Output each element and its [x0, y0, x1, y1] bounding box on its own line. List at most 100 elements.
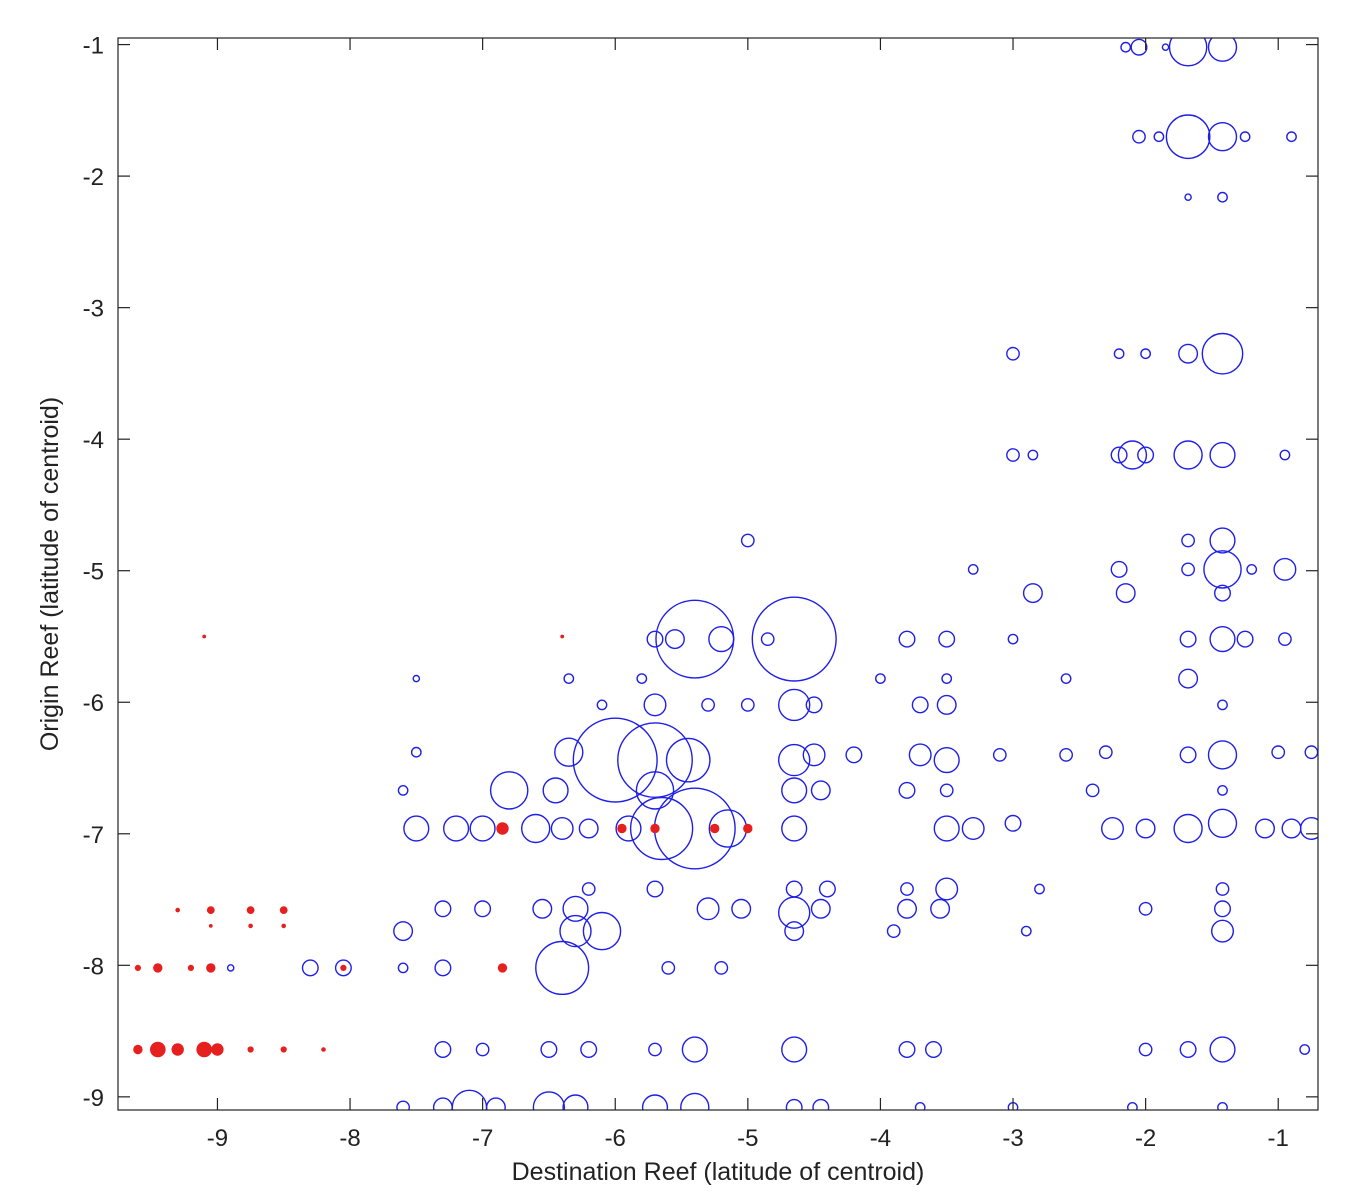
- blue-data-point: [432, 1097, 453, 1110]
- blue-data-point: [818, 880, 836, 898]
- blue-data-point: [781, 815, 808, 842]
- blue-data-point: [1210, 919, 1234, 943]
- blue-data-point: [1173, 813, 1203, 844]
- blue-data-point: [1209, 625, 1236, 653]
- blue-data-point: [1299, 817, 1318, 840]
- blue-data-point: [1201, 332, 1244, 375]
- blue-data-point: [933, 746, 960, 774]
- x-tick-label: -8: [339, 1125, 360, 1152]
- blue-data-point: [875, 673, 886, 684]
- blue-data-point: [641, 1094, 669, 1110]
- blue-data-point: [681, 1036, 708, 1063]
- blue-data-point: [740, 533, 755, 548]
- blue-data-point: [521, 813, 551, 844]
- red-data-point: [134, 964, 141, 972]
- blue-data-point: [532, 898, 553, 919]
- red-data-point: [248, 923, 253, 929]
- blue-data-point: [1286, 131, 1297, 143]
- blue-data-point: [714, 961, 729, 975]
- blue-data-point: [1213, 584, 1231, 602]
- blue-data-point: [898, 1040, 916, 1058]
- blue-data-point: [559, 914, 592, 948]
- y-tick-label: -1: [83, 33, 104, 60]
- blue-data-point: [580, 1040, 598, 1058]
- blue-data-point: [680, 1092, 710, 1110]
- blue-data-point: [751, 596, 837, 682]
- blue-data-point: [1006, 346, 1020, 361]
- blue-data-point: [1110, 560, 1128, 578]
- blue-data-point: [1178, 343, 1199, 364]
- data-marks-layer: [133, 38, 1318, 1110]
- blue-data-point: [1168, 38, 1208, 67]
- blue-data-point: [562, 895, 589, 922]
- blue-data-point: [1132, 129, 1146, 144]
- blue-data-point: [532, 1091, 566, 1110]
- blue-data-point: [812, 1098, 830, 1110]
- blue-data-point: [1140, 348, 1152, 360]
- blue-data-point: [635, 771, 675, 810]
- blue-data-point: [1184, 193, 1192, 201]
- blue-data-point: [908, 743, 932, 767]
- blue-data-point: [1138, 901, 1153, 916]
- blue-data-point: [1273, 557, 1297, 581]
- red-data-point: [208, 924, 213, 928]
- y-tick-label: -8: [83, 953, 104, 980]
- blue-data-point: [992, 748, 1007, 762]
- blue-data-point: [1207, 808, 1238, 838]
- blue-data-point: [646, 880, 664, 898]
- blue-data-point: [1130, 38, 1148, 56]
- red-data-point: [710, 823, 720, 834]
- blue-data-point: [554, 737, 584, 767]
- blue-data-point: [397, 785, 409, 796]
- blue-data-point: [648, 1042, 662, 1057]
- blue-data-point: [1027, 449, 1039, 461]
- blue-data-point: [1179, 1040, 1197, 1058]
- blue-data-point: [434, 1040, 452, 1058]
- blue-data-point: [1207, 740, 1238, 770]
- blue-data-point: [1254, 818, 1275, 839]
- red-data-point: [650, 823, 660, 834]
- blue-data-point: [1207, 121, 1238, 152]
- blue-data-point: [615, 815, 642, 842]
- x-tick-label: -4: [870, 1125, 891, 1152]
- blue-data-point: [805, 696, 823, 714]
- x-tick-label: -3: [1002, 1125, 1023, 1152]
- blue-data-point: [1138, 1042, 1153, 1057]
- y-tick-label: -2: [83, 164, 104, 191]
- red-data-point: [211, 1043, 224, 1056]
- blue-data-point: [898, 630, 916, 648]
- blue-data-point: [845, 746, 863, 764]
- blue-data-point: [542, 777, 569, 804]
- blue-data-point: [578, 818, 599, 839]
- blue-data-point: [646, 630, 664, 648]
- blue-data-point: [403, 815, 430, 842]
- y-tick-label: -4: [83, 427, 104, 454]
- blue-data-point: [572, 717, 658, 803]
- blue-data-point: [1161, 43, 1170, 52]
- blue-data-point: [1137, 446, 1155, 464]
- blue-data-point: [443, 815, 470, 842]
- blue-data-point: [802, 743, 826, 767]
- y-axis-label: Origin Reef (latitude of centroid): [36, 397, 64, 751]
- red-data-point: [206, 963, 216, 973]
- blue-data-point: [1179, 630, 1197, 648]
- blue-data-point: [938, 630, 956, 648]
- blue-data-point: [596, 699, 608, 711]
- blue-data-point: [898, 781, 916, 799]
- blue-data-point: [936, 694, 957, 715]
- blue-data-point: [1127, 1102, 1138, 1110]
- blue-data-point: [897, 898, 918, 919]
- blue-data-point: [582, 911, 622, 951]
- blue-data-point: [434, 900, 452, 918]
- blue-data-point: [939, 783, 954, 798]
- blue-data-point: [301, 959, 319, 977]
- blue-data-point: [930, 898, 951, 919]
- blue-data-point: [617, 722, 693, 798]
- blue-data-point: [784, 921, 805, 942]
- blue-data-point: [1217, 191, 1228, 203]
- x-tick-label: -2: [1135, 1125, 1156, 1152]
- blue-data-point: [1217, 785, 1228, 796]
- blue-data-point: [1059, 748, 1074, 762]
- y-tick-label: -6: [83, 690, 104, 717]
